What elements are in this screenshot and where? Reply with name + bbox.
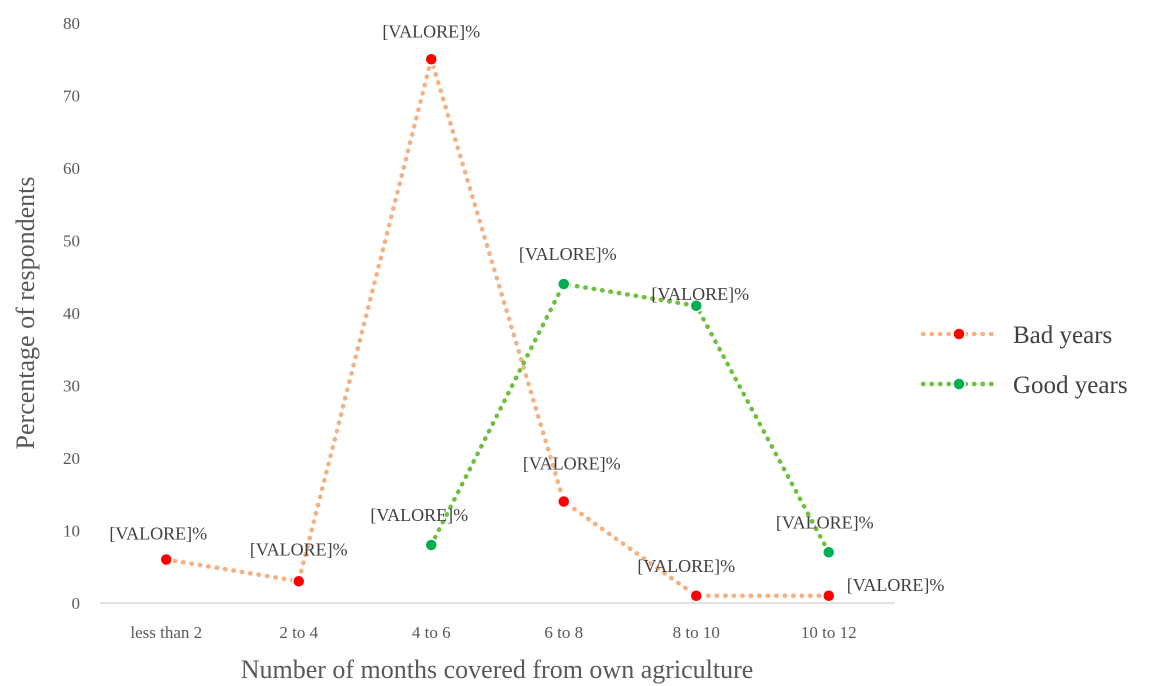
y-tick-label: 30: [63, 377, 80, 396]
legend-marker: [952, 377, 966, 391]
y-axis-title: Percentage of respondents: [11, 177, 40, 450]
legend-marker: [952, 327, 966, 341]
y-tick-label: 10: [63, 522, 80, 541]
y-axis-ticks: 0 10 20 30 40 50 60 70 80: [63, 14, 80, 613]
data-label: [VALORE]%: [523, 454, 621, 474]
data-label: [VALORE]%: [370, 505, 468, 525]
y-tick-label: 70: [63, 87, 80, 106]
data-label: [VALORE]%: [637, 556, 735, 576]
series-lines: [164, 50, 831, 598]
data-point: [424, 538, 438, 552]
x-axis-ticks: less than 2 2 to 4 4 to 6 6 to 8 8 to 10 10 t…: [130, 623, 856, 642]
data-label: [VALORE]%: [250, 539, 348, 559]
data-point: [292, 574, 306, 588]
data-point: [822, 545, 836, 559]
data-point: [689, 589, 703, 603]
data-label: [VALORE]%: [382, 21, 480, 41]
y-tick-label: 80: [63, 14, 80, 33]
series-markers: [159, 52, 836, 603]
data-label: [VALORE]%: [776, 512, 874, 532]
x-tick-label: 8 to 10: [673, 623, 720, 642]
data-label: [VALORE]%: [651, 284, 749, 304]
x-tick-label: 4 to 6: [412, 623, 451, 642]
legend-label: Good years: [1013, 372, 1128, 399]
legend: Bad years Good years: [920, 322, 1128, 399]
x-tick-label: 10 to 12: [801, 623, 857, 642]
data-point: [822, 589, 836, 603]
data-label: [VALORE]%: [847, 575, 945, 595]
data-label: [VALORE]%: [519, 244, 617, 264]
data-point: [159, 552, 173, 567]
data-point: [557, 494, 571, 509]
series-line-0: [164, 50, 831, 598]
data-labels: [VALORE]% [VALORE]% [VALORE]% [VALORE]% [VAL…: [109, 21, 944, 595]
y-tick-label: 40: [63, 304, 80, 323]
x-tick-label: less than 2: [130, 623, 202, 642]
series-line-1: [429, 281, 831, 555]
data-point: [557, 277, 571, 291]
data-point: [424, 52, 438, 66]
x-tick-label: 2 to 4: [279, 623, 318, 642]
legend-label: Bad years: [1013, 322, 1112, 349]
x-tick-label: 6 to 8: [544, 623, 583, 642]
data-label: [VALORE]%: [109, 524, 207, 544]
y-tick-label: 0: [72, 594, 81, 613]
y-tick-label: 20: [63, 449, 80, 468]
y-tick-label: 60: [63, 159, 80, 178]
y-tick-label: 50: [63, 232, 80, 251]
data-point: [689, 299, 703, 313]
x-axis-title: Number of months covered from own agricu…: [241, 655, 754, 684]
